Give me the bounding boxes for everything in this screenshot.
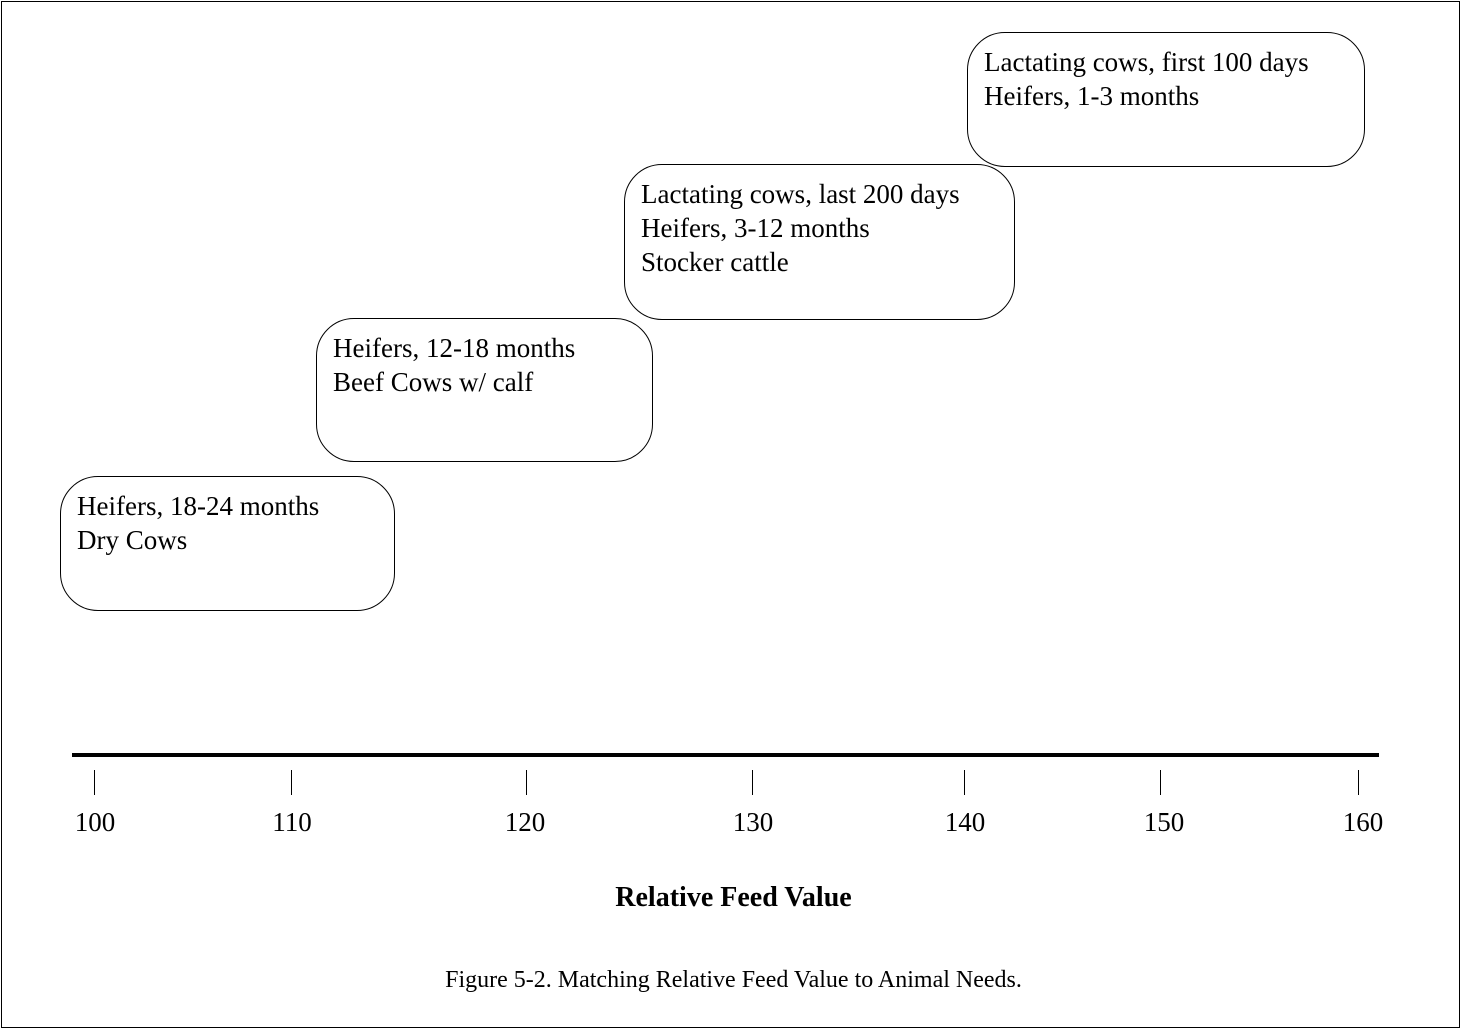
axis-tick (526, 770, 527, 795)
axis-tick (752, 770, 753, 795)
group-line: Beef Cows w/ calf (333, 367, 534, 397)
axis-tick-label: 150 (1143, 807, 1185, 837)
axis-tick-label: 100 (74, 807, 116, 837)
axis-tick-label: 130 (732, 807, 774, 837)
axis-tick (291, 770, 292, 795)
group-line: Heifers, 1-3 months (984, 81, 1200, 111)
axis-title: Relative Feed Value (615, 882, 852, 913)
group-box-rfv-130: Lactating cows, last 200 days Heifers, 3… (624, 164, 1015, 320)
group-line: Lactating cows, first 100 days (984, 47, 1309, 77)
axis-tick-label: 110 (272, 807, 312, 837)
group-box-rfv-110: Heifers, 12-18 months Beef Cows w/ calf (316, 318, 653, 462)
axis-tick (94, 770, 95, 795)
group-box-rfv-150: Lactating cows, first 100 days Heifers, … (967, 32, 1365, 167)
group-box-rfv-100: Heifers, 18-24 months Dry Cows (60, 476, 395, 611)
axis-tick (1358, 770, 1359, 795)
group-line: Heifers, 3-12 months (641, 213, 870, 243)
group-line: Heifers, 18-24 months (77, 491, 320, 521)
axis-tick-label: 160 (1342, 807, 1384, 837)
figure-caption: Figure 5-2. Matching Relative Feed Value… (445, 967, 1022, 993)
group-line: Lactating cows, last 200 days (641, 179, 960, 209)
group-line: Stocker cattle (641, 247, 789, 277)
group-line: Heifers, 12-18 months (333, 333, 576, 363)
axis-line (72, 753, 1379, 757)
axis-tick-label: 120 (504, 807, 546, 837)
axis-tick-label: 140 (944, 807, 986, 837)
axis-tick (964, 770, 965, 795)
axis-tick (1160, 770, 1161, 795)
group-line: Dry Cows (77, 525, 188, 555)
